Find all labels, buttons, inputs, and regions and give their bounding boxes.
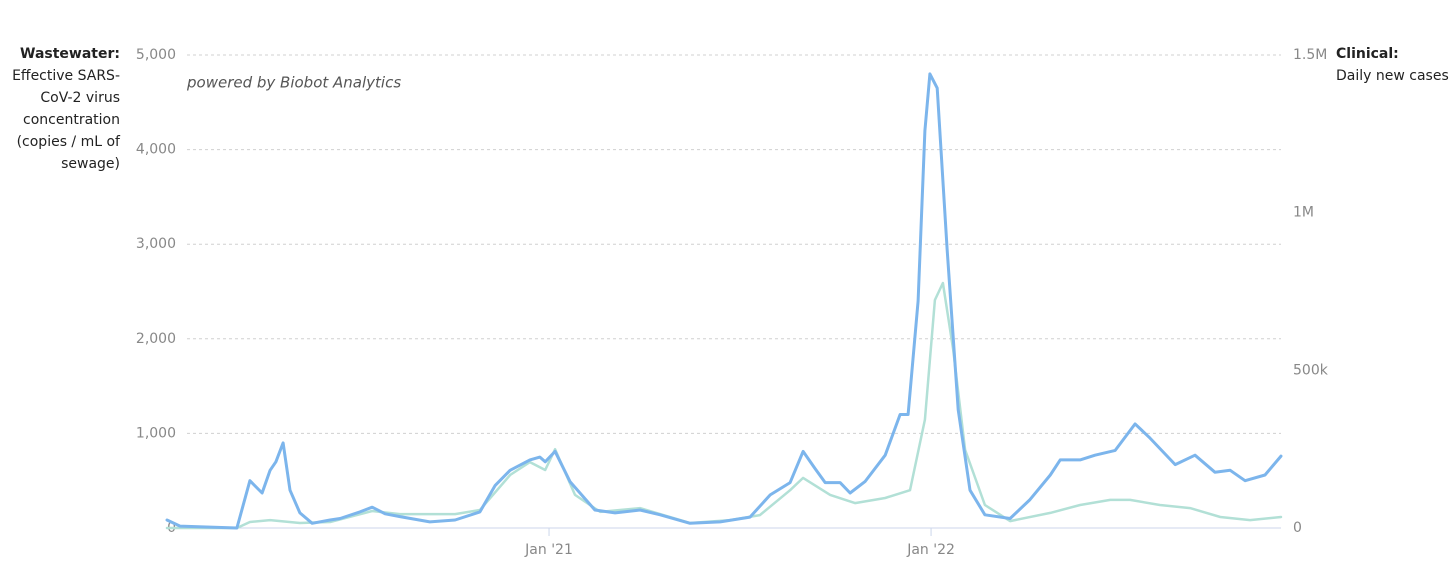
series-description: Daily new cases [1336, 68, 1449, 84]
series-description: Effective SARS-CoV-2 virus concentration… [12, 68, 120, 172]
x-tick-label: Jan '21 [524, 542, 573, 558]
y-tick-label: 1,000 [136, 425, 176, 441]
y2-tick-label: 0 [1293, 520, 1302, 536]
series-line [165, 281, 1283, 530]
y-tick-label: 5,000 [136, 47, 176, 63]
y2-axis-title: Clinical: Daily new cases [1336, 43, 1454, 87]
y2-tick-label: 1.5M [1293, 47, 1327, 63]
y-axis-title: Wastewater: Effective SARS-CoV-2 virus c… [4, 43, 120, 175]
annotation: powered by Biobot Analytics [186, 74, 401, 92]
series-name: Wastewater: [20, 46, 120, 62]
x-tick-label: Jan '22 [906, 542, 955, 558]
y-tick-label: 2,000 [136, 331, 176, 347]
y-tick-label: 4,000 [136, 142, 176, 158]
y2-tick-label: 1M [1293, 205, 1314, 221]
series-name: Clinical: [1336, 46, 1399, 62]
series-line [165, 72, 1283, 530]
y2-tick-label: 500k [1293, 362, 1329, 378]
y-tick-label: 3,000 [136, 236, 176, 252]
